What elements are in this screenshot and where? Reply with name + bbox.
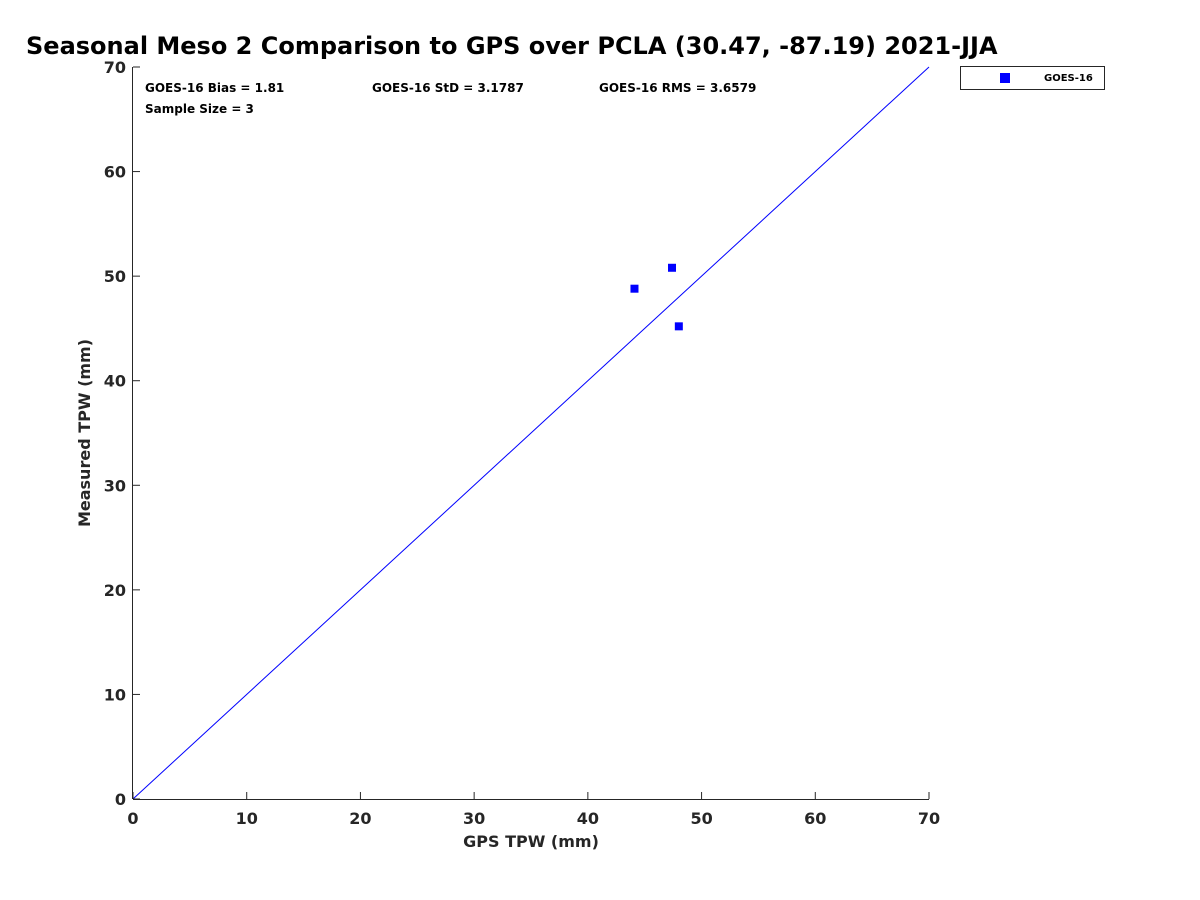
x-axis-label: GPS TPW (mm) <box>463 832 599 851</box>
y-axis-label: Measured TPW (mm) <box>75 339 94 527</box>
bias-annotation: GOES-16 Bias = 1.81 <box>145 81 284 95</box>
y-tick-label: 30 <box>104 476 126 495</box>
x-tick-label: 70 <box>918 809 940 828</box>
y-tick-label: 0 <box>115 790 126 809</box>
one-to-one-line <box>132 66 930 800</box>
sample-size-annotation: Sample Size = 3 <box>145 102 254 116</box>
x-tick-label: 40 <box>577 809 599 828</box>
y-tick-label: 40 <box>104 372 126 391</box>
plot-area: 0 10 20 30 40 50 60 70 0 10 20 30 40 50 60 70 <box>104 58 940 828</box>
x-tick-label: 30 <box>463 809 485 828</box>
y-axis-ticks: 0 10 20 30 40 50 60 70 <box>104 58 140 809</box>
data-markers <box>630 263 683 331</box>
data-point <box>630 284 639 293</box>
data-point <box>674 322 683 331</box>
std-annotation: GOES-16 StD = 3.1787 <box>372 81 524 95</box>
x-axis-ticks: 0 10 20 30 40 50 60 70 <box>127 792 940 828</box>
legend-marker <box>1000 73 1010 83</box>
legend-box <box>960 66 1105 90</box>
x-tick-label: 20 <box>349 809 371 828</box>
x-tick-label: 60 <box>804 809 826 828</box>
y-tick-label: 10 <box>104 685 126 704</box>
x-tick-label: 10 <box>236 809 258 828</box>
y-tick-label: 20 <box>104 581 126 600</box>
data-point <box>668 263 677 272</box>
y-tick-label: 60 <box>104 163 126 182</box>
x-tick-label: 0 <box>127 809 138 828</box>
legend-label: GOES-16 <box>1044 73 1093 84</box>
legend: GOES-16 <box>960 66 1105 90</box>
y-tick-label: 70 <box>104 58 126 77</box>
x-tick-label: 50 <box>690 809 712 828</box>
y-tick-label: 50 <box>104 267 126 286</box>
rms-annotation: GOES-16 RMS = 3.6579 <box>599 81 756 95</box>
chart-title: Seasonal Meso 2 Comparison to GPS over P… <box>26 32 998 60</box>
